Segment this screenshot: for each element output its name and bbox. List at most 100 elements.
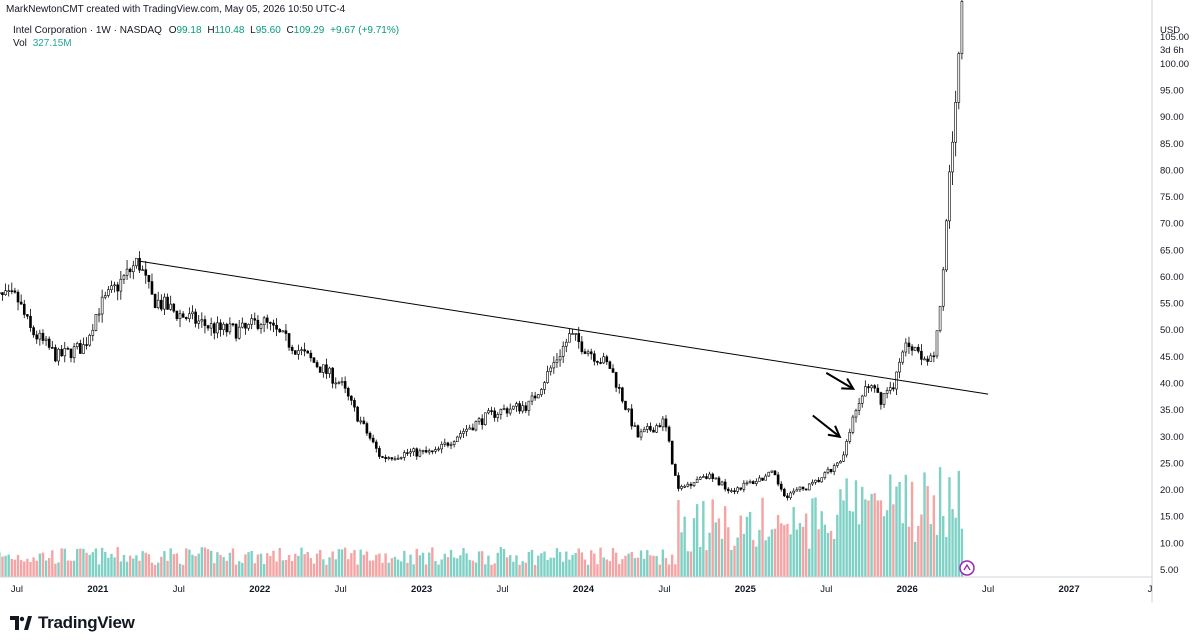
annotation-arrow[interactable] bbox=[812, 414, 842, 439]
candle-body bbox=[234, 323, 238, 339]
candle-body bbox=[502, 408, 506, 410]
price-tick-label: 35.00 bbox=[1160, 405, 1184, 416]
volume-bar bbox=[368, 560, 372, 577]
volume-bar bbox=[213, 563, 216, 577]
candle-body bbox=[748, 481, 752, 484]
candle-body bbox=[571, 333, 574, 335]
price-tick-label: 30.00 bbox=[1160, 432, 1184, 443]
price-chart[interactable]: USD 3d 6h 105.00 100.00 95.00 90.00 85.00 80.… bbox=[0, 0, 1200, 603]
candle-body bbox=[876, 387, 880, 393]
volume-bar bbox=[839, 489, 842, 577]
symbol-name[interactable]: Intel Corporation · 1W · NASDAQ bbox=[13, 25, 162, 36]
volume-bar bbox=[315, 553, 319, 577]
volume-bar bbox=[801, 526, 805, 577]
tradingview-logo[interactable]: TradingView bbox=[10, 613, 135, 633]
volume-bar bbox=[658, 564, 661, 577]
volume-bar bbox=[443, 553, 447, 577]
candle-body bbox=[197, 320, 201, 324]
volume-bar bbox=[636, 557, 640, 577]
volume-bar bbox=[773, 528, 777, 577]
candle-body bbox=[761, 477, 764, 481]
candle-body bbox=[536, 394, 540, 399]
volume-bar bbox=[10, 558, 14, 577]
candle-body bbox=[4, 290, 7, 296]
time-tick-label: 2026 bbox=[897, 584, 918, 595]
candle-body bbox=[79, 343, 82, 354]
symbol-legend: Intel Corporation · 1W · NASDAQ O99.18 H… bbox=[13, 25, 399, 36]
volume-bar bbox=[577, 548, 580, 577]
volume-bar bbox=[437, 564, 440, 577]
volume-bar bbox=[63, 548, 66, 577]
volume-bar bbox=[736, 537, 739, 577]
time-tick-label: 2023 bbox=[411, 584, 432, 595]
candle-body bbox=[72, 346, 76, 359]
resistance-trendline[interactable] bbox=[138, 260, 989, 395]
candle-body bbox=[926, 358, 929, 362]
volume-bar bbox=[686, 551, 689, 577]
volume-bars bbox=[0, 467, 964, 577]
candle-body bbox=[60, 348, 63, 357]
volume-bar bbox=[97, 564, 101, 577]
volume-bar bbox=[580, 552, 584, 577]
volume-bar bbox=[253, 563, 256, 577]
volume-bar bbox=[35, 560, 38, 577]
volume-bar bbox=[69, 560, 73, 577]
volume-bar bbox=[484, 564, 487, 577]
volume-bar bbox=[375, 554, 378, 577]
candle-body bbox=[552, 362, 556, 369]
candle-body bbox=[736, 487, 739, 492]
volume-bar bbox=[57, 562, 60, 577]
volume-bar bbox=[172, 554, 175, 577]
candle-body bbox=[786, 495, 789, 499]
candle-body bbox=[209, 323, 213, 329]
candle-body bbox=[499, 409, 503, 415]
volume-bar bbox=[480, 551, 484, 577]
candle-body bbox=[645, 426, 649, 430]
volume-bar bbox=[789, 534, 792, 577]
candle-body bbox=[163, 296, 166, 310]
candle-body bbox=[546, 371, 549, 383]
candle-body bbox=[306, 350, 310, 354]
candle-body bbox=[711, 473, 715, 479]
price-axis[interactable]: USD 3d 6h 105.00 100.00 95.00 90.00 85.00 80.… bbox=[1160, 25, 1189, 576]
volume-bar bbox=[353, 550, 356, 577]
candle-body bbox=[147, 274, 151, 282]
volume-bar bbox=[823, 524, 827, 577]
volume-bar bbox=[667, 564, 671, 577]
candle-body bbox=[337, 382, 341, 384]
volume-bar bbox=[521, 561, 524, 577]
candle-body bbox=[322, 364, 325, 373]
volume-bar bbox=[399, 561, 403, 577]
candle-body bbox=[116, 284, 120, 292]
candle-body bbox=[742, 482, 746, 490]
volume-bar bbox=[247, 552, 250, 577]
volume-bar bbox=[23, 561, 26, 577]
volume-bar bbox=[350, 553, 353, 577]
candle-body bbox=[708, 473, 711, 479]
candle-body bbox=[730, 490, 733, 492]
volume-bar bbox=[384, 553, 387, 577]
volume-bar bbox=[181, 564, 185, 577]
time-tick-label: Jul bbox=[335, 584, 347, 595]
price-tick-label: 50.00 bbox=[1160, 325, 1184, 336]
volume-bar bbox=[829, 530, 833, 577]
candle-body bbox=[670, 440, 674, 465]
candle-body bbox=[219, 322, 222, 330]
annotation-arrow[interactable] bbox=[825, 372, 856, 390]
candle-body bbox=[823, 472, 827, 479]
volume-bar bbox=[723, 506, 727, 577]
volume-bar bbox=[889, 474, 892, 577]
candle-body bbox=[755, 481, 758, 484]
candle-body bbox=[122, 274, 126, 280]
time-axis[interactable]: Jul 2021 Jul 2022 Jul 2023 Jul 2024 Jul 2025 Jul 20… bbox=[11, 584, 1153, 595]
candle-body bbox=[297, 350, 300, 355]
candle-body bbox=[94, 314, 98, 331]
volume-bar bbox=[38, 553, 42, 577]
volume-bar bbox=[365, 551, 369, 577]
volume-bar bbox=[583, 559, 587, 577]
volume-bar bbox=[16, 554, 20, 577]
candle-body bbox=[41, 332, 45, 341]
volume-bar bbox=[403, 550, 406, 577]
volume-bar bbox=[381, 562, 384, 577]
volume-bar bbox=[586, 564, 590, 577]
